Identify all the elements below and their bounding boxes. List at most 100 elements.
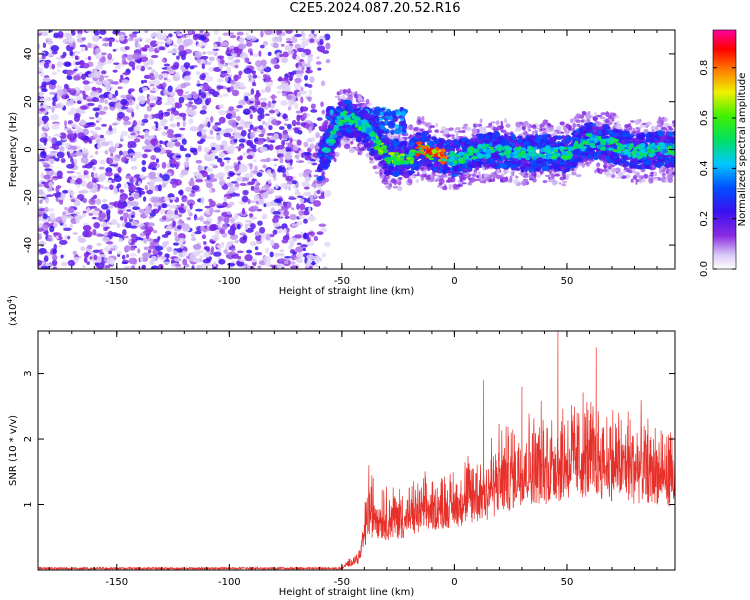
spectrogram-cell [48, 181, 54, 188]
spectrogram-cell [55, 102, 65, 109]
spectrogram-cell [183, 62, 191, 69]
spectrogram-cell [261, 89, 266, 93]
spectrogram-cell [133, 192, 140, 200]
spectrogram-cell [95, 111, 99, 118]
spectrogram-cell [101, 203, 109, 210]
spectrogram-cell [190, 232, 196, 239]
spectrogram-cell [195, 71, 201, 76]
spectrogram-cell [94, 172, 98, 179]
spectrogram-cell [565, 123, 569, 128]
spectrogram-cell [226, 66, 232, 74]
spectrogram-cell [418, 119, 421, 124]
spectrogram-cell [282, 235, 290, 241]
spectrogram-cell [161, 203, 168, 209]
spectrogram-cell [640, 178, 646, 183]
spectrogram-cell [137, 95, 146, 102]
spectrogram-cell [267, 100, 271, 108]
spectrogram-cell [228, 201, 235, 207]
spectrogram-cell [143, 149, 152, 153]
spectrogram-cell [242, 234, 248, 241]
spectrogram-cell [402, 129, 406, 133]
spectrogram-cell [258, 50, 262, 57]
spectrogram-cell [126, 205, 132, 209]
spectrogram-cell [521, 180, 528, 186]
spectrogram-cell [169, 196, 177, 200]
spectrogram-cell [313, 184, 317, 189]
spectrogram-cell [127, 200, 131, 204]
spectrogram-cell [183, 95, 187, 99]
spectrogram-cell [117, 209, 124, 215]
spectrogram-cell [324, 241, 331, 247]
spectrogram-cell [286, 175, 294, 182]
spectrogram-cell [201, 165, 205, 171]
spectrogram-cell [52, 248, 58, 254]
spectrogram-cell [175, 89, 184, 93]
spectrogram-cell [199, 109, 207, 115]
spectrogram-cell [300, 52, 306, 58]
spectrogram-cell [238, 99, 246, 106]
spectrogram-cell [236, 105, 243, 109]
spectrogram-cell [163, 126, 169, 130]
spectrogram-cell [297, 129, 303, 135]
spectrogram-cell [159, 140, 163, 144]
spectrogram-cell [580, 114, 585, 119]
spectrogram-cell [49, 216, 57, 220]
spectrogram-cell [244, 254, 253, 262]
spectrogram-cell [634, 119, 641, 125]
spectrogram-cell [76, 34, 82, 39]
spectrogram-cell [66, 132, 76, 141]
spectrogram-cell [264, 85, 272, 93]
spectrogram-cell [80, 156, 89, 164]
spectrogram-cell [41, 193, 47, 198]
spectrogram-cell [226, 182, 233, 188]
spectrogram-cell [415, 179, 420, 184]
spectrogram-cell [128, 184, 137, 192]
spectrogram-cell [47, 234, 53, 238]
spectrogram-cell [119, 34, 125, 42]
spectrogram-cell [260, 59, 267, 66]
spectrogram-cell [319, 49, 325, 53]
spectrogram-cell [45, 123, 49, 130]
spectrogram-cell [97, 216, 105, 221]
spectrogram-cell [95, 150, 99, 155]
spectrogram-cell [282, 173, 287, 178]
spectrogram-cell [300, 152, 306, 158]
spectrogram-cell [228, 172, 236, 176]
spectrogram-cell [55, 235, 59, 240]
spectrogram-cell [208, 188, 212, 194]
spectrogram-cell [118, 150, 123, 156]
spectrogram-cell [203, 251, 211, 258]
spectrogram-cell [303, 232, 307, 239]
spectrogram-cell [132, 31, 139, 34]
spectrogram-cell [162, 82, 167, 88]
spectrogram-cell [295, 188, 300, 193]
spectrogram-cell [212, 251, 222, 257]
spectrogram-cell [163, 113, 170, 117]
spectrogram-cell [348, 147, 355, 154]
spectrogram-cell [234, 59, 241, 64]
spectrogram-cell [110, 152, 114, 157]
spectrogram-cell [150, 104, 154, 108]
spectrogram-cell [234, 182, 240, 188]
spectrogram-cell [144, 130, 150, 138]
spectrogram-cell [54, 157, 60, 162]
spectrogram-cell [191, 265, 195, 269]
spectrogram-cell [222, 201, 228, 208]
spectrogram-cell [485, 125, 492, 129]
spectrogram-cell [435, 122, 439, 127]
spectrogram-cell [200, 264, 206, 269]
spectrogram-cell [220, 72, 229, 77]
spectrogram-cell [50, 150, 58, 154]
spectrogram-cell [374, 171, 380, 175]
spectrogram-cell [42, 213, 48, 220]
spectrogram-cell [299, 203, 306, 211]
spectrogram-cell [179, 127, 186, 131]
spectrogram-cell [128, 257, 138, 265]
spectrogram-cell [151, 209, 157, 213]
spectrogram-cell [597, 167, 601, 174]
spectrogram-cell [559, 176, 565, 181]
spectrogram-cell [187, 208, 191, 215]
spectrogram-cell [149, 212, 156, 217]
spectrogram-cell [189, 126, 198, 132]
spectrogram-cell [162, 215, 167, 221]
